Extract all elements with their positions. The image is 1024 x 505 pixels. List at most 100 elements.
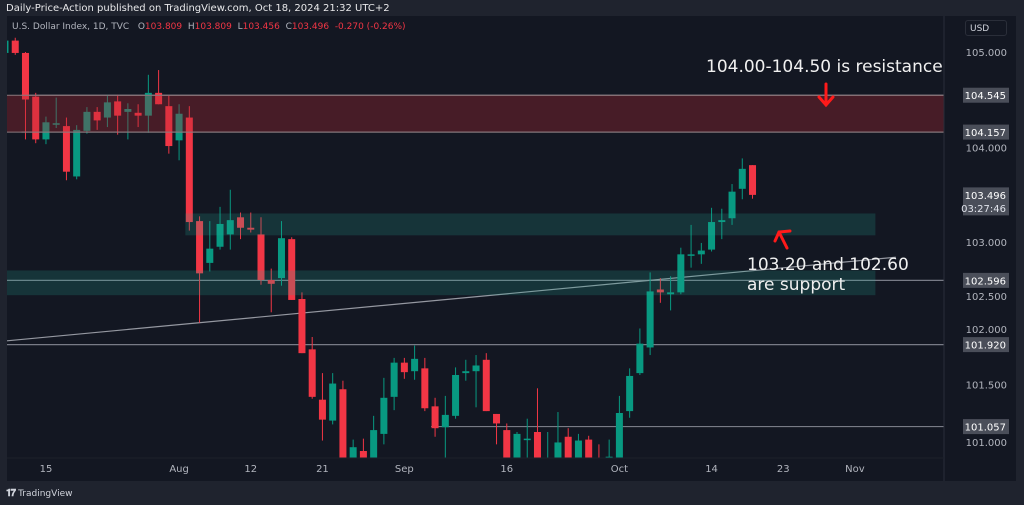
price-tick-label: 101.500 [966,381,1007,392]
candle-body [226,220,234,235]
candle [298,292,306,354]
tradingview-logo[interactable]: 𝟏𝟕 TradingView [6,488,73,499]
candle [452,367,460,419]
candle [472,355,480,408]
candle-body [288,239,296,300]
candle-body [626,375,634,412]
candle [574,433,582,458]
candle [308,337,316,399]
last-price-badge-countdown: 03:27:46 [961,204,1006,215]
price-badge-text: 104.545 [965,91,1006,102]
candle [749,165,757,199]
candle [605,439,613,458]
arrow-down-path [817,82,835,108]
candle-body [21,52,29,100]
candle [359,438,367,458]
candle-body [431,406,439,429]
candle [595,444,602,490]
candle-body [595,461,602,490]
candle [533,388,541,458]
price-tick-label: 103.000 [966,238,1007,249]
candle [728,184,736,225]
candle [554,412,562,458]
price-tick-label: 102.000 [966,325,1007,336]
candle [277,221,285,286]
candle [185,106,193,231]
candle [370,415,378,458]
candle [738,158,746,200]
candle-body [564,436,572,458]
candle-body [513,433,521,458]
candle-body [667,292,675,295]
candle [400,357,408,379]
candle [52,97,60,128]
price-badge-text: 101.057 [965,423,1006,434]
candle-body [503,430,511,458]
price-badge [963,124,1009,140]
candle-body [615,413,623,458]
candle-body [421,368,429,409]
candle-body [144,92,152,116]
candle [114,94,122,135]
candle-body [482,359,490,412]
candle [564,428,572,458]
candle [503,423,511,458]
candle [411,345,419,380]
price-tick-label: 101.000 [966,438,1007,449]
candle [226,189,234,250]
resistance-annotation: 104.00-104.50 is resistance [706,57,943,77]
tradingview-logo-mark: 𝟏𝟕 [6,488,16,499]
candle-body [687,254,695,256]
candle-body [697,250,705,255]
last-price-badge [963,187,1009,216]
support-zone[interactable] [7,270,876,296]
trend-line[interactable] [7,256,896,342]
candle-body [93,111,101,121]
candle [62,117,70,181]
candle [247,212,255,233]
high-label: H [187,22,195,32]
candle [547,432,549,458]
candle-body [472,365,480,372]
price-badge [963,87,1009,103]
candle [165,95,173,154]
candle-body [267,280,275,284]
candle [93,107,101,130]
price-tick-label: 102.500 [966,292,1007,303]
candle-body [257,234,265,280]
open-value: 103.809 [144,22,183,32]
candle-body [380,397,388,434]
candle [656,278,664,303]
candle-body [339,389,347,458]
candle [32,92,40,144]
resistance-zone[interactable] [7,95,944,133]
candle [42,116,50,145]
candle-body [554,442,562,458]
price-badge-text: 102.596 [965,276,1006,287]
candle [482,353,490,412]
candle [103,94,111,128]
candle [708,207,716,252]
candle-body [73,129,81,177]
candle-body [452,375,460,416]
candle [646,272,654,356]
support-zone[interactable] [185,213,876,236]
candle-body [636,343,644,374]
change-value: -0.270 (-0.26%) [334,22,406,32]
candle-body [114,101,122,116]
candle-body [196,221,204,274]
candle-body [277,238,285,279]
candle-body [185,117,193,223]
candle-body [62,126,70,172]
arrow-up-left-icon [773,229,792,250]
chart-panel[interactable] [7,16,1016,481]
arrow-up-left-path [773,229,792,250]
candle [11,37,19,55]
candle-body [32,96,40,140]
currency-button[interactable]: USD [965,20,1007,36]
candle-body [298,299,306,354]
logo-text: TradingView [18,488,73,499]
time-tick-label: 21 [316,464,329,475]
candle-body [441,414,449,428]
